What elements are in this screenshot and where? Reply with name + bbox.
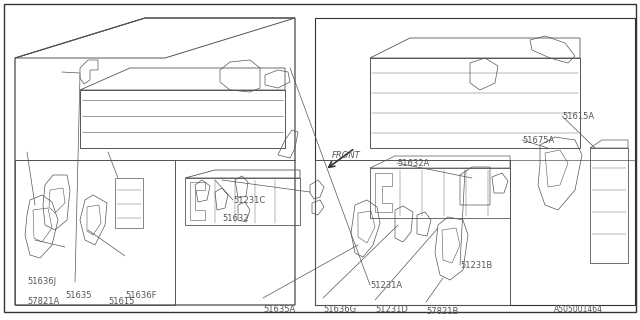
Text: 51636F: 51636F <box>125 292 157 300</box>
Text: 51632A: 51632A <box>397 158 429 167</box>
Text: 51636J: 51636J <box>27 277 56 286</box>
Text: 51231C: 51231C <box>233 196 265 204</box>
Text: 51231B: 51231B <box>460 260 492 269</box>
Text: 51632: 51632 <box>222 213 248 222</box>
Text: 57821A: 57821A <box>27 298 60 307</box>
Text: 51635A: 51635A <box>263 306 295 315</box>
Text: A505001464: A505001464 <box>554 306 603 315</box>
Text: 57821B: 57821B <box>426 308 458 316</box>
Text: 51636G: 51636G <box>323 306 356 315</box>
Text: FRONT: FRONT <box>332 150 361 159</box>
Text: 51231A: 51231A <box>370 281 402 290</box>
Text: 51635: 51635 <box>65 292 92 300</box>
Text: 51615: 51615 <box>108 298 134 307</box>
Text: 51675A: 51675A <box>522 135 554 145</box>
Bar <box>15 160 175 305</box>
Text: 51615A: 51615A <box>562 111 594 121</box>
Text: 51231D: 51231D <box>375 306 408 315</box>
Bar <box>315 160 510 305</box>
